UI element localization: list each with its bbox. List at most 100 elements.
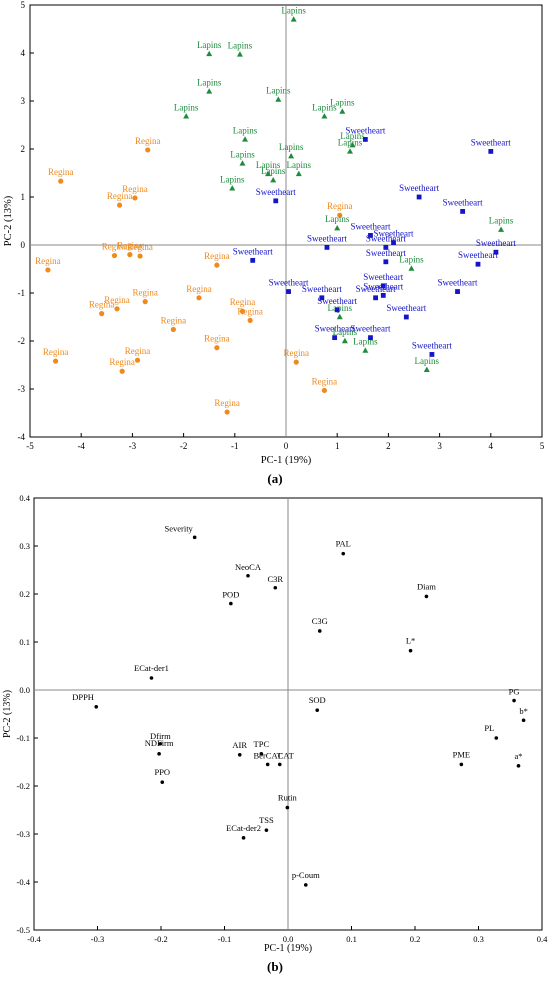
- panel-a-point-label: Sweetheart: [350, 221, 390, 231]
- panel-a-point-regina: [321, 387, 327, 394]
- panel-a-point-lapins: [408, 265, 415, 271]
- panel-a-point-lapins: [423, 366, 430, 372]
- panel-b-point-label: PAL: [336, 539, 351, 549]
- panel-a-point-label: Lapins: [197, 40, 222, 50]
- panel-a-point-label: Lapins: [330, 98, 355, 108]
- panel-a-point-label: Sweetheart: [399, 183, 439, 193]
- panel-a-point-label: Lapins: [279, 142, 304, 152]
- panel-a-point-label: Regina: [327, 201, 353, 211]
- panel-a-point-label: Regina: [230, 297, 256, 307]
- panel-b-point-label: POD: [222, 590, 239, 600]
- panel-b-point-label: b*: [519, 706, 528, 716]
- panel-a-point-regina: [170, 326, 176, 333]
- panel-b-point: [94, 705, 99, 709]
- panel-a-point-regina: [337, 212, 343, 218]
- panel-b-x-tick-label: 0.1: [346, 934, 357, 944]
- panel-a-point-label: Regina: [43, 347, 69, 357]
- panel-a-y-axis-label: PC-2 (13%): [3, 195, 14, 246]
- panel-a-point-regina: [137, 253, 143, 259]
- panel-a-point-label: Lapins: [233, 125, 258, 135]
- panel-a-data-points: ReginaReginaReginaReginaReginaReginaRegi…: [35, 5, 516, 415]
- panel-a-point-regina: [214, 345, 220, 351]
- panel-a-point-label: Sweetheart: [366, 233, 406, 243]
- panel-a-point-lapins: [295, 170, 302, 177]
- panel-a-point-lapins: [206, 88, 213, 94]
- panel-a-x-tick-label: -5: [26, 441, 34, 451]
- panel-b-ticks: -0.4 -0.3 -0.2 -0.1 0.0 0.1 0.2 0.3 0.4-0.5-0.4-…: [17, 493, 549, 944]
- panel-b-point: [241, 836, 246, 840]
- panel-a-point-regina: [117, 202, 123, 208]
- panel-a-point-label: Lapins: [325, 214, 350, 224]
- panel-a-point-sweetheart: [429, 352, 435, 357]
- panel-a-point-lapins: [236, 51, 243, 57]
- panel-b-point: [516, 764, 521, 768]
- panel-a-point-label: Sweetheart: [233, 246, 273, 256]
- panel-b-point: [192, 535, 197, 540]
- panel-a-point-label: Sweetheart: [412, 340, 452, 350]
- panel-b-x-tick-label: -0.4: [27, 934, 41, 944]
- panel-a-point-sweetheart: [273, 198, 279, 204]
- panel-b-point-label: DPPH: [72, 692, 94, 702]
- panel-a-point-lapins: [339, 108, 346, 114]
- panel-a-point-label: Regina: [237, 306, 263, 316]
- panel-a-x-tick-label: 5: [540, 441, 545, 451]
- panel-a-point-label: Sweetheart: [374, 229, 414, 239]
- panel-b-point-label: PPO: [154, 767, 170, 777]
- panel-b-point: [160, 780, 165, 784]
- panel-b-point-label: NeoCA: [235, 562, 262, 572]
- panel-a-point-sweetheart: [493, 249, 499, 255]
- panel-b-point-label: SOD: [309, 695, 326, 705]
- panel-a-point-label: Lapins: [353, 337, 378, 347]
- panel-a-point-sweetheart: [455, 289, 460, 294]
- panel-a-x-tick-label: 3: [437, 441, 442, 451]
- panel-a-point-label: Lapins: [197, 77, 222, 87]
- panel-a-point-lapins: [347, 148, 353, 154]
- panel-b-y-tick-label: -0.1: [17, 733, 30, 743]
- panel-a-x-tick-label: 2: [386, 441, 391, 451]
- panel-b-point: [317, 629, 322, 633]
- panel-b-x-tick-label: 0.4: [537, 934, 548, 944]
- panel-a-point-regina: [53, 358, 59, 364]
- panel-b-point-label: PL: [484, 723, 494, 733]
- panel-b-point: [277, 762, 282, 767]
- panel-a-point-label: Sweetheart: [366, 248, 406, 258]
- panel-a-point-label: Lapins: [287, 160, 312, 170]
- panel-b-y-tick-label: -0.4: [17, 877, 31, 887]
- panel-b-point-label: TPC: [254, 739, 270, 749]
- panel-b-point-label: a*: [514, 751, 522, 761]
- panel-a-point-regina: [111, 252, 118, 259]
- panel-a-point-label: Sweetheart: [350, 324, 390, 334]
- panel-a-point-regina: [142, 299, 148, 305]
- panel-a-point-regina: [99, 311, 105, 317]
- panel-a-point-label: Regina: [35, 256, 61, 266]
- panel-a-point-label: Regina: [204, 334, 230, 344]
- panel-a-point-sweetheart: [286, 289, 291, 294]
- panel-b-label: (b): [267, 959, 283, 974]
- panel-b-x-axis-label: PC-1 (19%): [264, 943, 312, 954]
- panel-b-y-tick-label: 0.1: [19, 637, 30, 647]
- panel-b-point: [237, 753, 242, 757]
- panel-a-point-regina: [293, 359, 299, 365]
- panel-a-point-regina: [132, 195, 138, 201]
- panel-b-point-label: C3R: [268, 574, 284, 584]
- panel-a-point-label: Sweetheart: [438, 278, 478, 288]
- panel-a-point-lapins: [239, 160, 246, 166]
- panel-a-point-label: Sweetheart: [356, 284, 396, 294]
- panel-a-point-sweetheart: [475, 261, 481, 267]
- panel-a-point-sweetheart: [368, 233, 373, 238]
- panel-b-point: [315, 708, 320, 712]
- panel-a-point-label: Regina: [135, 136, 161, 146]
- panel-b-x-tick-label: -0.3: [91, 934, 104, 944]
- panel-b-point-label: Diam: [417, 581, 436, 591]
- panel-a-point-label: Regina: [161, 315, 187, 325]
- panel-b-point: [521, 718, 526, 723]
- panel-a-point-regina: [214, 262, 220, 268]
- panel-a-point-regina: [127, 252, 133, 258]
- panel-a-point-regina: [145, 147, 151, 153]
- panel-b-point: [158, 741, 163, 746]
- panel-a-x-tick-label: -3: [129, 441, 137, 451]
- panel-a-point-regina: [114, 306, 120, 312]
- panel-a-point-label: Lapins: [415, 356, 440, 366]
- panel-a-point-regina: [134, 357, 141, 363]
